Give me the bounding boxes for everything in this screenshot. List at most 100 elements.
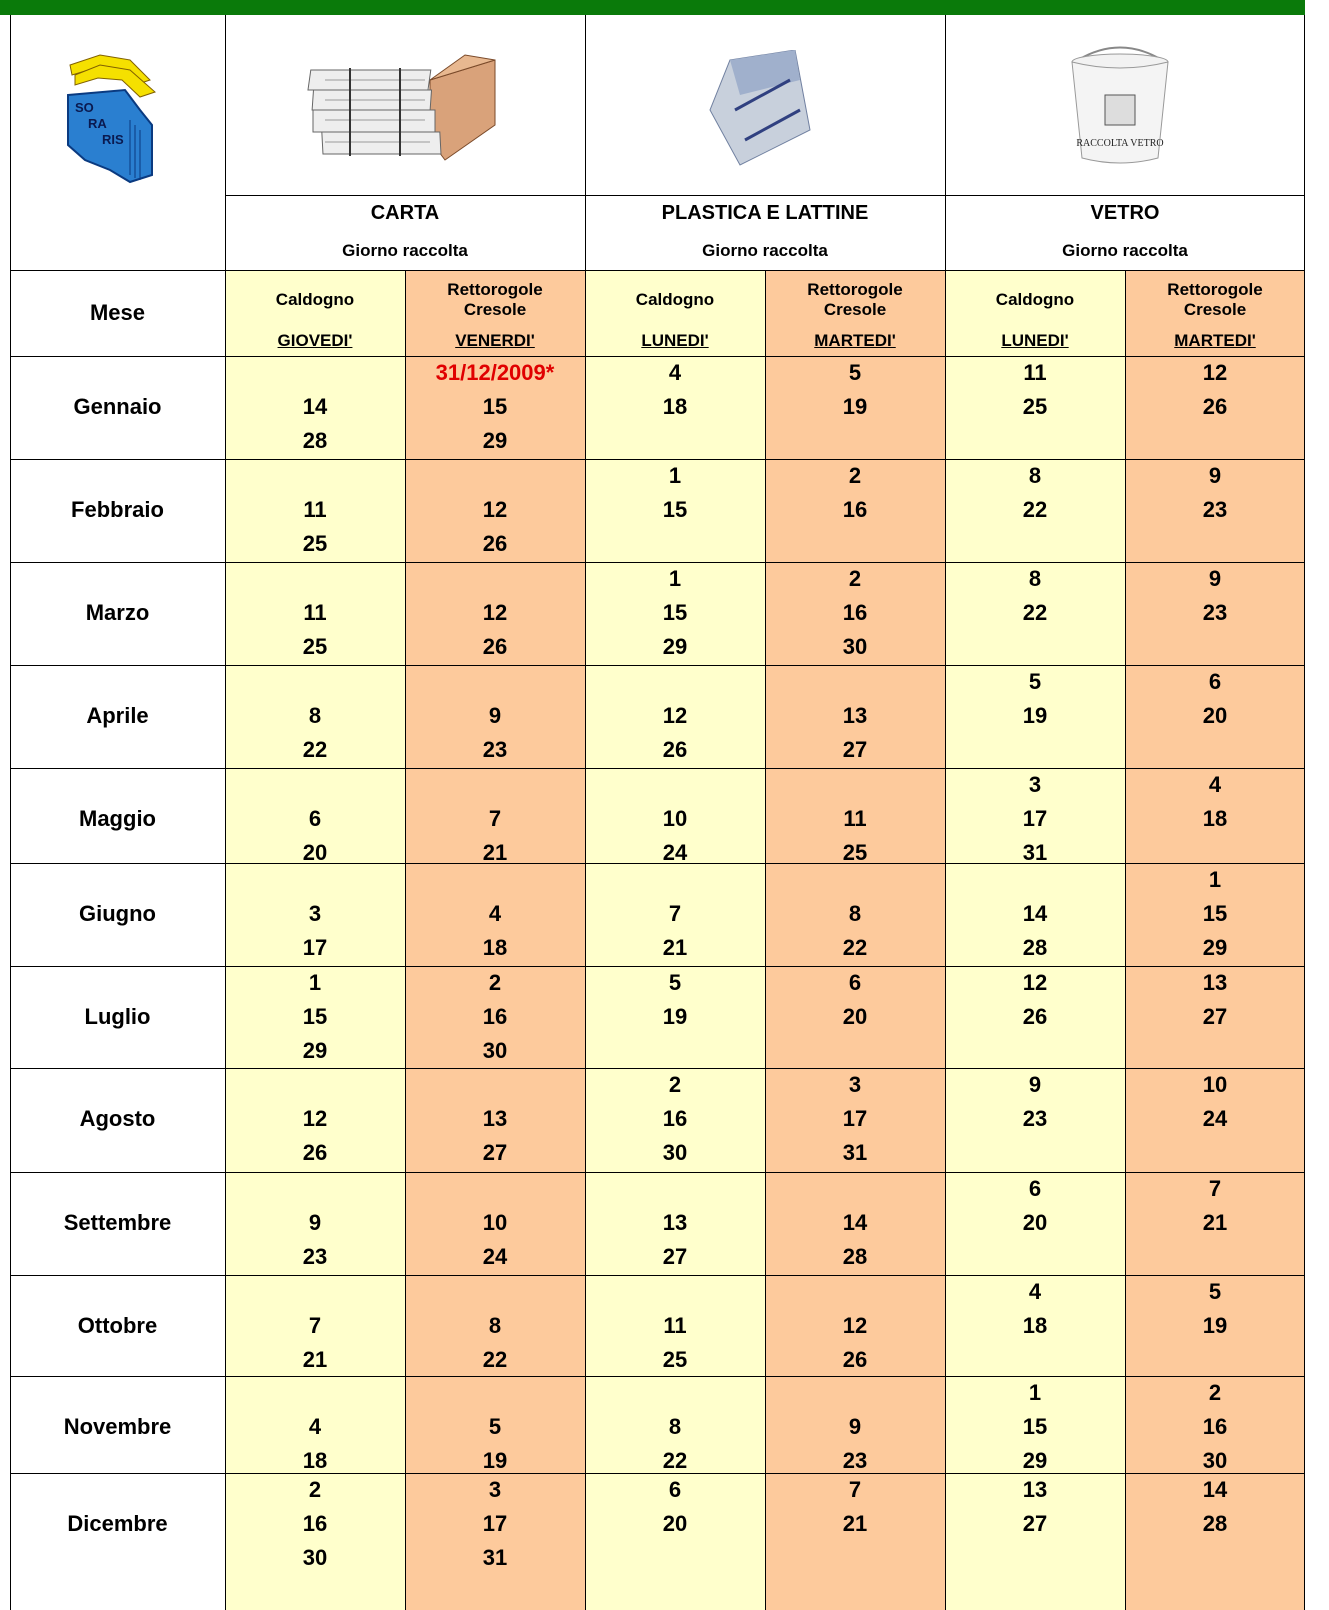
collection-day: 27 <box>765 737 945 763</box>
collection-day: 22 <box>585 1448 765 1474</box>
collection-day: 29 <box>585 634 765 660</box>
collection-day: 24 <box>1125 1106 1305 1132</box>
column-place: Rettorogole Cresole <box>415 280 575 321</box>
collection-day: 25 <box>945 394 1125 420</box>
collection-day: 27 <box>585 1244 765 1270</box>
month-header: Mese <box>10 300 225 326</box>
month-name: Gennaio <box>10 394 225 420</box>
collection-day: 7 <box>405 806 585 832</box>
month-name: Febbraio <box>10 497 225 523</box>
collection-day: 27 <box>405 1140 585 1166</box>
grid-line <box>10 1275 1305 1276</box>
collection-day: 19 <box>945 703 1125 729</box>
column-day: LUNEDI' <box>945 331 1125 351</box>
bucket-image: RACCOLTA VETRO <box>1060 40 1180 170</box>
collection-day: 14 <box>765 1210 945 1236</box>
collection-day: 4 <box>405 901 585 927</box>
collection-day: 12 <box>405 497 585 523</box>
collection-day: 6 <box>1125 669 1305 695</box>
column-day: MARTEDI' <box>1125 331 1305 351</box>
collection-day: 17 <box>405 1511 585 1537</box>
collection-day: 10 <box>1125 1072 1305 1098</box>
collection-day: 30 <box>765 634 945 660</box>
column-place: Caldogno <box>235 290 395 310</box>
collection-day: 27 <box>945 1511 1125 1537</box>
collection-day: 4 <box>945 1279 1125 1305</box>
collection-day: 4 <box>225 1414 405 1440</box>
collection-day: 21 <box>405 840 585 866</box>
collection-day: 10 <box>585 806 765 832</box>
collection-day: 13 <box>945 1477 1125 1503</box>
bag-image <box>700 50 820 180</box>
grid-line <box>10 768 1305 769</box>
collection-day: 1 <box>945 1380 1125 1406</box>
collection-day: 27 <box>1125 1004 1305 1030</box>
collection-day: 26 <box>765 1347 945 1373</box>
collection-day: 26 <box>405 531 585 557</box>
collection-day: 9 <box>1125 566 1305 592</box>
collection-day: 16 <box>765 497 945 523</box>
grid-line <box>10 1172 1305 1173</box>
logo: SO RA RIS <box>60 50 170 190</box>
collection-day: 15 <box>405 394 585 420</box>
group-subtitle: Giorno raccolta <box>225 241 585 261</box>
collection-day: 8 <box>945 463 1125 489</box>
collection-day: 30 <box>585 1140 765 1166</box>
collection-day: 28 <box>945 935 1125 961</box>
month-name: Luglio <box>10 1004 225 1030</box>
collection-day: 11 <box>225 600 405 626</box>
collection-day: 22 <box>945 497 1125 523</box>
collection-day: 7 <box>585 901 765 927</box>
collection-day: 29 <box>405 428 585 454</box>
collection-day: 19 <box>585 1004 765 1030</box>
month-name: Marzo <box>10 600 225 626</box>
collection-day: 13 <box>765 703 945 729</box>
column-place: Rettorogole Cresole <box>775 280 935 321</box>
collection-day: 16 <box>225 1511 405 1537</box>
collection-day: 31 <box>405 1545 585 1571</box>
logo-text: RA <box>88 116 107 131</box>
collection-day: 22 <box>765 935 945 961</box>
collection-day: 9 <box>945 1072 1125 1098</box>
collection-day: 9 <box>405 703 585 729</box>
collection-day: 2 <box>225 1477 405 1503</box>
collection-day: 2 <box>1125 1380 1305 1406</box>
collection-day: 18 <box>1125 806 1305 832</box>
collection-day: 3 <box>765 1072 945 1098</box>
collection-day: 15 <box>945 1414 1125 1440</box>
collection-day: 1 <box>585 566 765 592</box>
collection-day: 9 <box>1125 463 1305 489</box>
grid-line <box>10 1068 1305 1069</box>
collection-day: 21 <box>585 935 765 961</box>
group-title: CARTA <box>225 201 585 225</box>
bucket-label: RACCOLTA VETRO <box>1076 138 1163 149</box>
collection-day: 18 <box>945 1313 1125 1339</box>
group-title: PLASTICA E LATTINE <box>585 201 945 225</box>
column-day: GIOVEDI' <box>225 331 405 351</box>
collection-day: 7 <box>765 1477 945 1503</box>
collection-day: 20 <box>945 1210 1125 1236</box>
group-title: VETRO <box>945 201 1305 225</box>
group-subtitle: Giorno raccolta <box>945 241 1305 261</box>
column-place: Rettorogole Cresole <box>1135 280 1295 321</box>
collection-day: 13 <box>585 1210 765 1236</box>
collection-day: 3 <box>225 901 405 927</box>
collection-day: 11 <box>225 497 405 523</box>
collection-day: 5 <box>585 970 765 996</box>
collection-day: 23 <box>765 1448 945 1474</box>
collection-day: 22 <box>225 737 405 763</box>
collection-day: 23 <box>1125 497 1305 523</box>
top-bar <box>0 0 1305 15</box>
collection-day: 1 <box>1125 867 1305 893</box>
month-name: Aprile <box>10 703 225 729</box>
collection-day: 6 <box>945 1176 1125 1202</box>
collection-day: 13 <box>405 1106 585 1132</box>
collection-day: 20 <box>225 840 405 866</box>
month-name: Novembre <box>10 1414 225 1440</box>
collection-day: 12 <box>765 1313 945 1339</box>
collection-day: 25 <box>225 634 405 660</box>
collection-day: 28 <box>1125 1511 1305 1537</box>
collection-day: 3 <box>945 772 1125 798</box>
collection-day: 26 <box>585 737 765 763</box>
column-place: Caldogno <box>595 290 755 310</box>
